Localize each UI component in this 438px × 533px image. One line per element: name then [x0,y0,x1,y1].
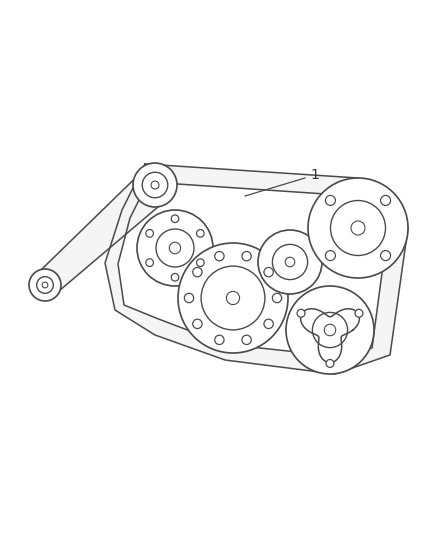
Circle shape [381,196,391,205]
Circle shape [184,293,194,303]
Polygon shape [36,171,168,295]
Circle shape [193,268,202,277]
Circle shape [42,282,48,288]
Circle shape [326,359,334,367]
Circle shape [381,251,391,261]
Circle shape [215,335,224,344]
Circle shape [170,243,181,254]
Circle shape [242,335,251,344]
Circle shape [146,259,153,266]
Circle shape [355,309,363,317]
Circle shape [171,273,179,281]
Circle shape [171,215,179,223]
Text: 1: 1 [310,168,319,182]
Circle shape [193,319,202,328]
Circle shape [197,230,204,237]
Circle shape [178,243,288,353]
Polygon shape [105,164,408,374]
Circle shape [226,292,240,304]
Circle shape [324,324,336,336]
Circle shape [308,178,408,278]
Circle shape [258,230,322,294]
Circle shape [325,196,336,205]
Circle shape [151,181,159,189]
Circle shape [264,319,273,328]
Circle shape [133,163,177,207]
Circle shape [29,269,61,301]
Circle shape [137,210,213,286]
Circle shape [325,251,336,261]
Circle shape [215,252,224,261]
Circle shape [272,293,282,303]
Circle shape [297,309,305,317]
Circle shape [197,259,204,266]
Circle shape [146,230,153,237]
Circle shape [351,221,365,235]
Circle shape [286,286,374,374]
Circle shape [285,257,295,267]
Circle shape [264,268,273,277]
Circle shape [242,252,251,261]
